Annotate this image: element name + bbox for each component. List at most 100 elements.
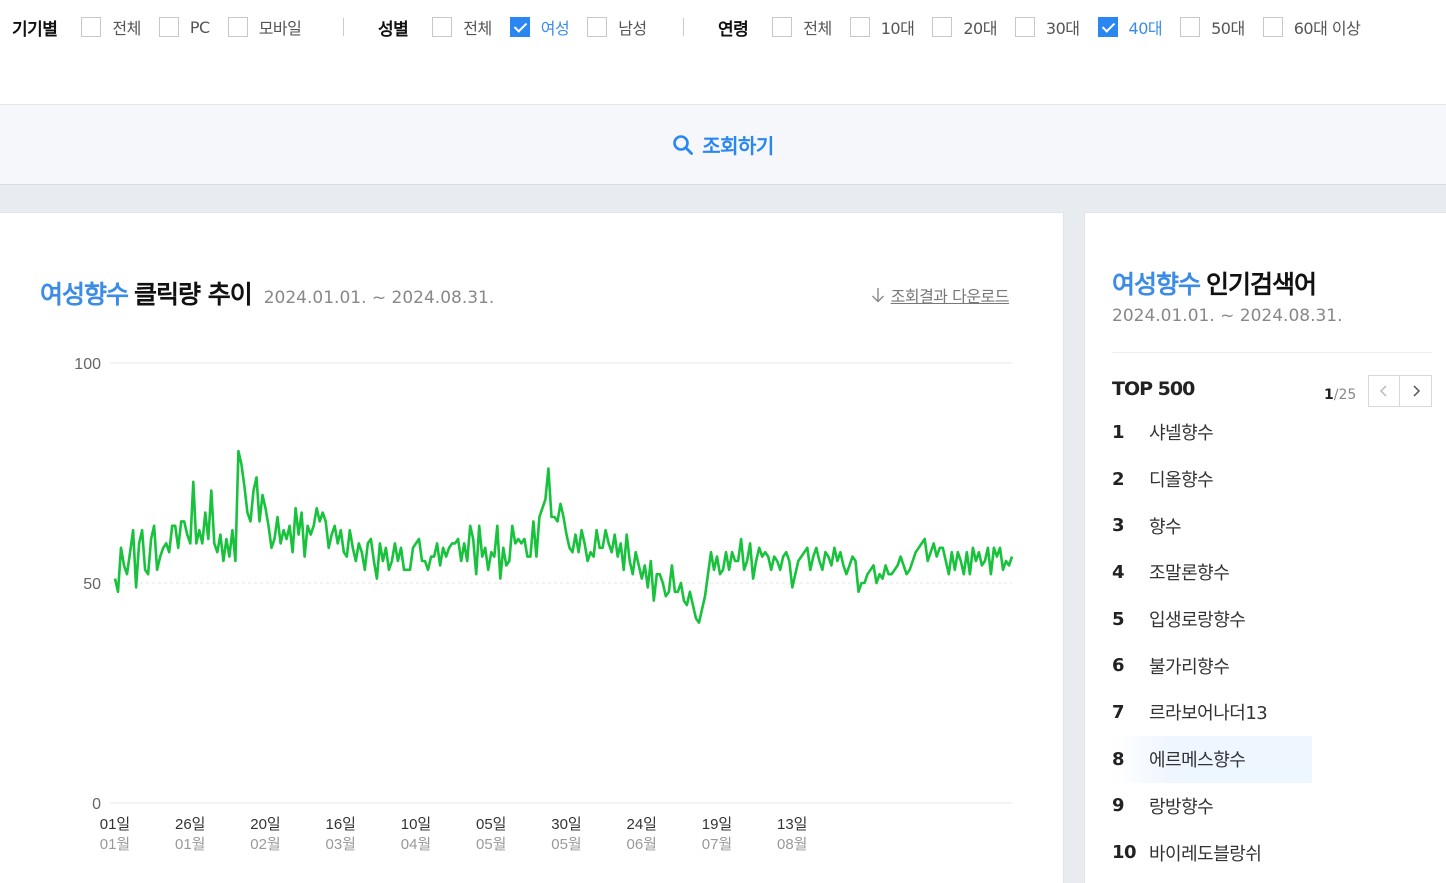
age-option-10s[interactable]: 10대 (849, 15, 915, 39)
device-option-mobile[interactable]: 모바일 (227, 15, 302, 39)
checkbox-checked[interactable] (509, 17, 530, 37)
gender-option-male[interactable]: 남성 (587, 15, 647, 39)
rank-number: 6 (1112, 655, 1125, 677)
checkbox[interactable] (1262, 17, 1283, 37)
search-button[interactable]: 조회하기 (672, 130, 774, 159)
rank-number: 4 (1112, 561, 1125, 583)
chart-keyword: 여성향수 (40, 280, 129, 309)
checkbox[interactable] (158, 17, 179, 37)
search-icon (673, 134, 694, 155)
rank-item[interactable]: 8 에르메스향수 (1112, 735, 1312, 783)
gender-option-female[interactable]: 여성 (509, 15, 570, 39)
option-label: 20대 (963, 19, 997, 38)
x-tick-day: 10일 (401, 816, 432, 833)
chevron-right-icon (1412, 385, 1420, 397)
page-total: /25 (1333, 387, 1357, 403)
option-label: 60대 이상 (1293, 19, 1361, 38)
x-tick-month: 06월 (627, 836, 658, 853)
x-tick-month: 04월 (401, 836, 432, 853)
age-option-30s[interactable]: 30대 (1014, 15, 1080, 39)
x-tick-month: 07월 (702, 836, 733, 853)
download-icon (871, 288, 884, 303)
age-option-all[interactable]: 전체 (772, 15, 832, 39)
age-option-50s[interactable]: 50대 (1180, 15, 1245, 39)
rank-list: 1 샤넬향수 2 디올향수 3 향수 4 조말론향수 5 입생로랑향수 6 불가리향수 7 르라보어나더1… (1112, 409, 1432, 876)
popular-keywords-card: 여성향수 인기검색어 2024.01.01. ~ 2024.08.31. TOP… (1084, 212, 1446, 883)
rank-item[interactable]: 9 랑방향수 (1112, 783, 1432, 830)
pagination (1368, 375, 1432, 407)
page-indicator: 1/25 (1324, 387, 1356, 403)
top-label: TOP 500 (1112, 378, 1195, 400)
x-tick-day: 13일 (777, 816, 808, 833)
gender-option-all[interactable]: 전체 (432, 15, 492, 39)
option-label: 10대 (880, 19, 915, 38)
rank-keyword-label: 랑방향수 (1149, 796, 1214, 818)
checkbox[interactable] (1014, 17, 1035, 37)
gender-filter: 성별 전체 여성 남성 (378, 14, 665, 40)
rank-keyword-label: 조말론향수 (1149, 563, 1230, 585)
x-tick-day: 05일 (476, 816, 507, 833)
x-tick-day: 26일 (175, 816, 206, 833)
rank-header: 여성향수 인기검색어 (1112, 265, 1317, 301)
device-option-pc[interactable]: PC (158, 17, 210, 37)
page-current: 1 (1324, 387, 1334, 403)
rank-keyword-label: 샤넬향수 (1149, 423, 1214, 445)
x-tick-day: 01일 (100, 816, 131, 833)
y-tick-label: 0 (92, 796, 101, 813)
rank-item[interactable]: 3 향수 (1112, 502, 1432, 549)
age-option-60s-plus[interactable]: 60대 이상 (1262, 15, 1361, 39)
chart-header: 여성향수 클릭량 추이 2024.01.01. ~ 2024.08.31. (40, 275, 494, 311)
age-option-20s[interactable]: 20대 (932, 15, 997, 39)
checkbox[interactable] (81, 17, 102, 37)
rank-item[interactable]: 4 조말론향수 (1112, 549, 1432, 596)
age-option-40s[interactable]: 40대 (1097, 15, 1163, 39)
option-label: 남성 (618, 19, 647, 38)
rank-item[interactable]: 5 입생로랑향수 (1112, 596, 1432, 643)
rank-keyword: 여성향수 (1112, 270, 1201, 299)
rank-item[interactable]: 6 불가리향수 (1112, 642, 1432, 689)
search-bar: 조회하기 (0, 104, 1446, 185)
option-label: PC (189, 17, 210, 37)
x-tick-day: 19일 (702, 816, 733, 833)
device-option-all[interactable]: 전체 (81, 15, 141, 39)
checkbox[interactable] (849, 17, 870, 37)
rank-item[interactable]: 7 르라보어나더13 (1112, 689, 1432, 736)
download-link[interactable]: 조회결과 다운로드 (869, 283, 1010, 307)
chart-title: 클릭량 추이 (134, 280, 253, 309)
rank-keyword-label: 입생로랑향수 (1149, 610, 1246, 632)
checkbox[interactable] (1180, 17, 1201, 37)
checkbox[interactable] (932, 17, 953, 37)
rank-number: 1 (1112, 421, 1125, 443)
series-line (113, 449, 1014, 624)
option-label: 40대 (1128, 19, 1163, 38)
gender-filter-title: 성별 (378, 19, 409, 40)
prev-page-button[interactable] (1368, 375, 1400, 407)
rank-keyword-label: 르라보어나더13 (1149, 703, 1268, 725)
checkbox[interactable] (227, 17, 248, 37)
age-filter-title: 연령 (718, 19, 749, 40)
x-tick-month: 02월 (250, 836, 281, 853)
click-trend-chart: 0 50 100 01일 01월 26일 01월 20일 02월 16일 03월 10일 04월 05일 0… (74, 356, 1014, 853)
filter-bar: 기기별 전체 PC 모바일 성별 전체 여성 남성 연령 전체 10대 20대 … (0, 0, 1446, 104)
next-page-button[interactable] (1400, 375, 1432, 407)
x-tick-day: 30일 (551, 816, 582, 833)
rank-item[interactable]: 2 디올향수 (1112, 456, 1432, 503)
checkbox-checked[interactable] (1097, 17, 1118, 37)
checkbox[interactable] (432, 17, 453, 37)
rank-item[interactable]: 1 샤넬향수 (1112, 409, 1432, 456)
chevron-left-icon (1379, 385, 1387, 397)
option-label: 30대 (1045, 19, 1080, 38)
rank-item[interactable]: 10 바이레도블랑쉬 (1112, 829, 1432, 876)
rank-keyword-label: 에르메스향수 (1149, 750, 1246, 772)
option-label: 여성 (540, 19, 570, 38)
click-trend-card: 여성향수 클릭량 추이 2024.01.01. ~ 2024.08.31. 조회… (0, 212, 1064, 883)
checkbox[interactable] (587, 17, 608, 37)
rank-number: 8 (1112, 748, 1125, 770)
x-tick-month: 08월 (777, 836, 808, 853)
search-button-label: 조회하기 (702, 134, 774, 158)
divider (1112, 352, 1432, 353)
rank-date-range: 2024.01.01. ~ 2024.08.31. (1112, 306, 1343, 326)
checkbox[interactable] (772, 17, 793, 37)
x-tick-month: 05월 (551, 836, 582, 853)
option-label: 전체 (112, 19, 141, 38)
